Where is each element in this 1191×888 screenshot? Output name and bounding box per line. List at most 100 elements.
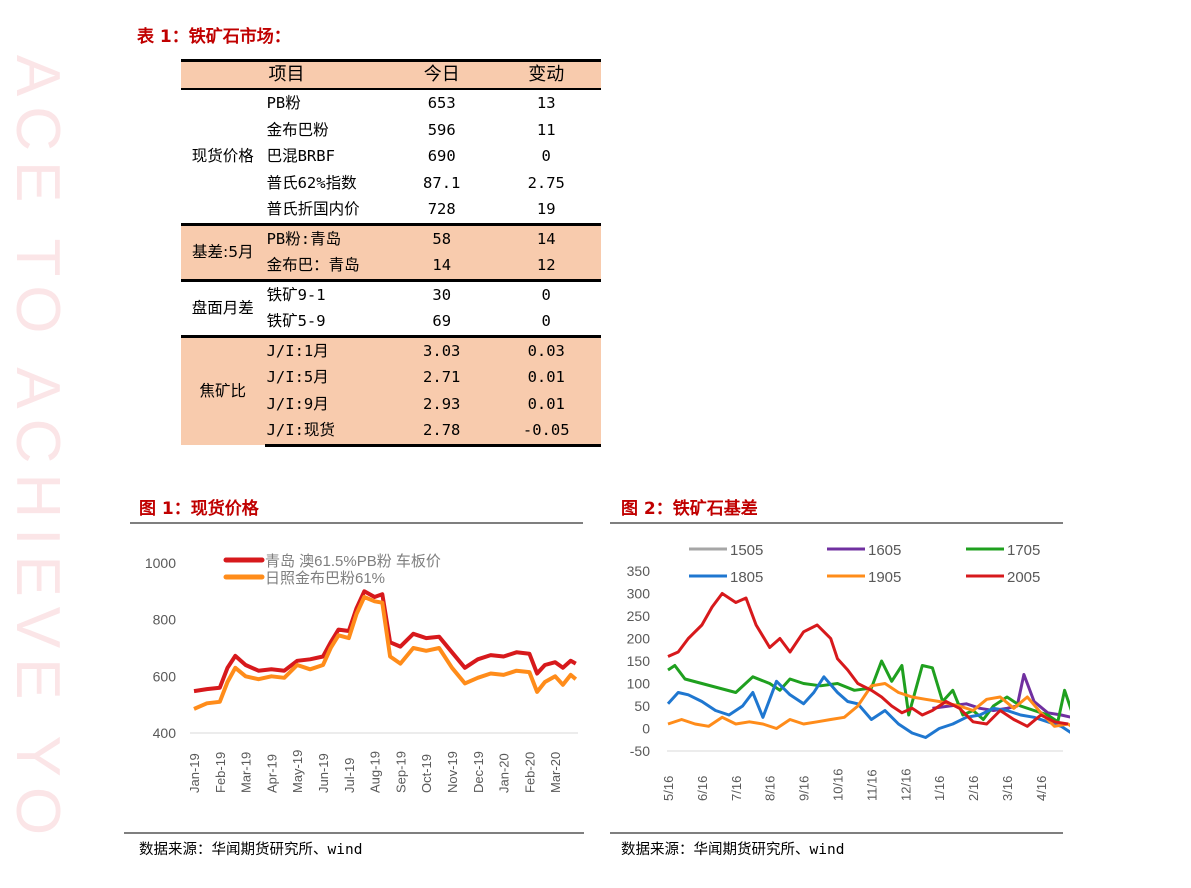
group-label: 基差:5月 — [181, 222, 265, 280]
table-row: 现货价格 PB粉 653 13 — [181, 89, 601, 165]
x-tick-label: Aug-19 — [368, 751, 383, 793]
today-cell: 2.93 — [391, 390, 492, 417]
x-tick-label: May-19 — [290, 750, 305, 793]
table-row: J/I:9月 2.93 0.01 — [181, 390, 601, 417]
y-tick-label: 800 — [153, 612, 177, 628]
x-tick-label: 9/16 — [797, 776, 812, 801]
today-cell: 596 — [427, 120, 456, 139]
today-cell: 87.1 — [423, 173, 461, 192]
x-tick-label: Jul-19 — [342, 758, 357, 793]
iron-ore-market-table: 项目 今日 变动 现货价格 PB粉 653 13 金布巴粉 596 11 巴混BRBF 690 0… — [181, 59, 601, 447]
change-cell: 0 — [541, 147, 551, 166]
today-cell: 2.78 — [391, 417, 492, 447]
x-tick-label: Nov-19 — [445, 751, 460, 793]
group-label: 焦矿比 — [181, 334, 265, 445]
x-tick-label: 1/16 — [932, 776, 947, 801]
today-cell: 3.03 — [391, 334, 492, 364]
table-row: 普氏折国内价 728 19 — [181, 196, 601, 224]
series-line-1 — [193, 595, 578, 711]
item-cell: 普氏折国内价 — [266, 200, 360, 219]
change-cell: 19 — [536, 200, 556, 219]
table-row: 巴混BRBF 690 0 — [181, 143, 601, 170]
legend-label: 2005 — [1007, 569, 1040, 586]
header-item: 项目 — [181, 59, 392, 90]
change-cell: -0.05 — [491, 417, 601, 447]
item-cell: J/I:5月 — [264, 364, 392, 391]
table-row: 基差:5月 PB粉:青岛 58 14 — [181, 222, 601, 280]
table-row: 盘面月差 铁矿9-1 30 0 — [181, 278, 601, 336]
table-header-row: 项目 今日 变动 — [181, 59, 601, 90]
group-label: 现货价格 — [191, 147, 254, 166]
today-cell: 2.71 — [391, 364, 492, 391]
x-tick-label: Jan-20 — [497, 753, 512, 793]
y-tick-label: 250 — [627, 608, 651, 624]
series-line-2005 — [667, 592, 1069, 728]
change-cell: 0 — [541, 312, 551, 331]
today-cell: 653 — [427, 94, 456, 113]
today-cell: 690 — [427, 147, 456, 166]
x-tick-label: Dec-19 — [471, 751, 486, 793]
change-cell: 12 — [491, 252, 601, 280]
y-tick-label: 600 — [153, 668, 177, 684]
x-tick-label: Oct-19 — [419, 754, 434, 793]
figure2-title: 图 2：铁矿石基差 — [621, 499, 758, 519]
legend-label: 青岛 澳61.5%PB粉 车板价 — [265, 552, 441, 570]
table-title: 表 1：铁矿石市场： — [137, 27, 291, 47]
x-tick-label: 5/16 — [661, 776, 676, 801]
today-cell: 69 — [432, 312, 452, 331]
watermark: ACE TO ACHIEVE YO — [3, 54, 72, 846]
today-cell: 58 — [391, 222, 492, 252]
legend-label: 1805 — [730, 569, 763, 586]
y-tick-label: -50 — [630, 743, 650, 759]
header-change: 变动 — [491, 59, 601, 90]
figure2-bottom-rule — [610, 832, 1063, 834]
basis-chart: -50 0 50 100 150 200 250 300 350 5/16 6/16 7/16 8/16… — [627, 542, 1070, 801]
table-row: 普氏62%指数 87.1 2.75 — [181, 170, 601, 197]
y-tick-label: 350 — [627, 563, 651, 579]
figure1-title: 图 1：现货价格 — [139, 499, 259, 519]
figure2-top-rule — [610, 522, 1063, 524]
y-tick-label: 50 — [634, 698, 650, 714]
x-tick-label: Apr-19 — [264, 754, 279, 793]
today-cell: 30 — [391, 278, 492, 308]
table-row: 焦矿比 J/I:1月 3.03 0.03 — [181, 334, 601, 445]
change-cell: 14 — [491, 222, 601, 252]
x-tick-label: 3/16 — [1000, 776, 1015, 801]
item-cell: 金布巴粉 — [266, 120, 329, 139]
y-tick-label: 200 — [627, 631, 651, 647]
item-cell: 金布巴：青岛 — [264, 252, 392, 280]
x-tick-label: 7/16 — [729, 776, 744, 801]
x-tick-label: 8/16 — [763, 776, 778, 801]
figure1-bottom-rule — [124, 832, 584, 834]
series-line-1705 — [667, 659, 1070, 724]
change-cell: 0.03 — [491, 334, 601, 364]
item-cell: J/I:现货 — [264, 417, 392, 447]
y-tick-label: 100 — [627, 676, 651, 692]
y-tick-label: 300 — [627, 586, 651, 602]
x-tick-label: Feb-20 — [522, 752, 537, 793]
legend-label: 日照金布巴粉61% — [265, 570, 385, 587]
y-tick-label: 150 — [627, 653, 651, 669]
change-cell: 13 — [536, 94, 556, 113]
change-cell: 2.75 — [527, 173, 565, 192]
x-tick-label: Mar-20 — [548, 752, 563, 793]
x-tick-label: 11/16 — [864, 769, 879, 801]
figure1-top-rule — [130, 522, 583, 524]
item-cell: 铁矿9-1 — [264, 278, 392, 308]
legend-label: 1505 — [730, 542, 763, 559]
figure1-source: 数据来源：华闻期货研究所、wind — [139, 842, 363, 858]
change-cell: 0.01 — [491, 364, 601, 391]
table-row: J/I:现货 2.78 -0.05 — [181, 417, 601, 447]
series-line-1905 — [667, 682, 1070, 730]
header-today: 今日 — [391, 59, 492, 90]
today-cell: 14 — [391, 252, 492, 280]
table-row: J/I:5月 2.71 0.01 — [181, 364, 601, 391]
item-cell: J/I:1月 — [264, 334, 392, 364]
x-tick-label: 2/16 — [966, 776, 981, 801]
table-row: 金布巴粉 596 11 — [181, 117, 601, 144]
x-tick-label: 4/16 — [1034, 776, 1049, 801]
today-cell: 728 — [427, 200, 456, 219]
y-tick-label: 0 — [642, 721, 650, 737]
legend-label: 1605 — [868, 542, 901, 559]
legend-label: 1905 — [868, 569, 901, 586]
